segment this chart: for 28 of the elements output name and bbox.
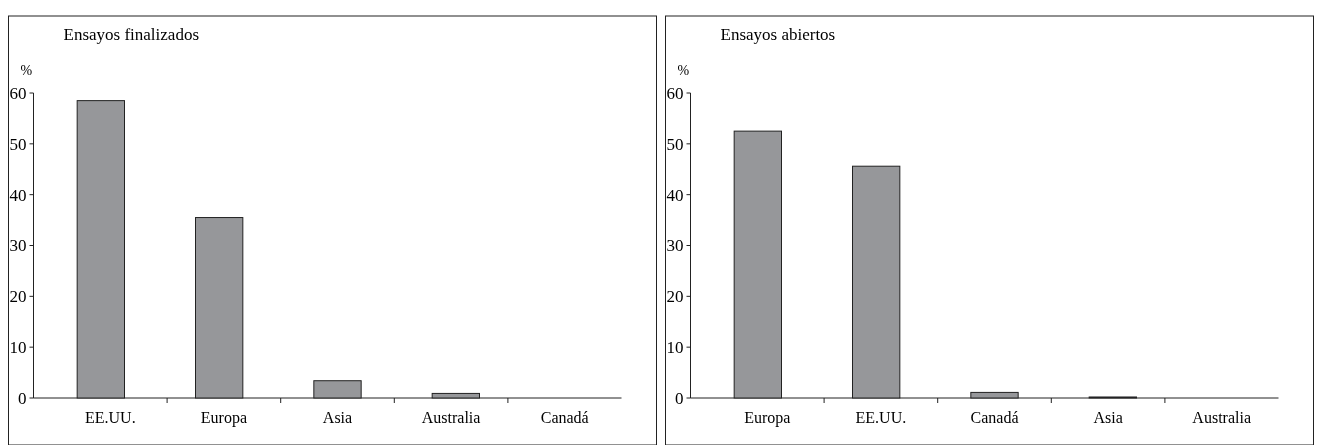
x-tick-label: Australia: [1192, 409, 1252, 426]
y-tick-label: 60: [666, 83, 684, 103]
x-tick-label: Asia: [322, 409, 353, 426]
x-tick-label: Australia: [421, 409, 481, 426]
y-tick-label: 0: [18, 388, 27, 408]
y-tick-label: 40: [666, 185, 684, 205]
x-tick-label: EE.UU.: [84, 409, 136, 426]
x-tick-label: Europa: [744, 409, 791, 427]
y-axis-title: %: [677, 63, 690, 78]
y-tick-label: 50: [9, 134, 27, 154]
x-tick-label: Europa: [200, 409, 247, 427]
chart-title: Ensayos abiertos: [720, 25, 836, 44]
y-tick-label: 60: [9, 83, 27, 103]
x-tick-label: Canadá: [540, 409, 589, 426]
y-tick-label: 0: [675, 388, 684, 408]
x-tick-label: EE.UU.: [855, 409, 907, 426]
y-tick-label: 10: [9, 338, 27, 358]
chart-title: Ensayos finalizados: [63, 25, 199, 44]
x-tick-label: Asia: [1093, 409, 1123, 426]
x-tick-label: Canadá: [970, 409, 1019, 426]
y-tick-label: 10: [666, 338, 684, 358]
y-tick-label: 40: [9, 185, 27, 205]
y-axis-title: %: [20, 63, 33, 78]
y-tick-label: 50: [666, 134, 684, 154]
y-tick-label: 30: [9, 236, 27, 256]
y-tick-label: 20: [9, 287, 27, 307]
y-tick-label: 20: [666, 287, 684, 307]
y-tick-label: 30: [666, 236, 684, 256]
